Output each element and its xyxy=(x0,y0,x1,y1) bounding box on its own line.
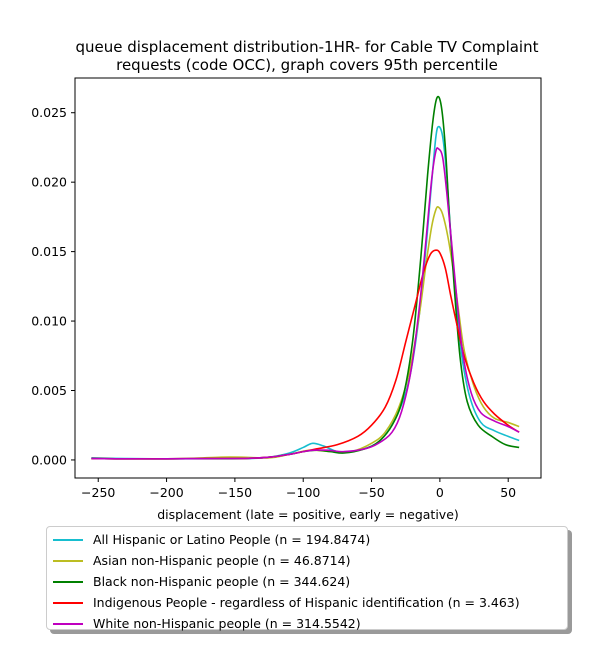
x-tick-label: −50 xyxy=(358,485,384,500)
legend-label: Indigenous People - regardless of Hispan… xyxy=(93,595,520,610)
x-tick-label: −100 xyxy=(286,485,320,500)
y-axis: 0.000 0.005 0.010 0.015 0.020 0.025 xyxy=(31,105,75,467)
x-tick-label: −200 xyxy=(149,485,183,500)
legend-label: All Hispanic or Latino People (n = 194.8… xyxy=(93,532,371,547)
x-tick-label: 0 xyxy=(436,485,444,500)
legend-entry: Indigenous People - regardless of Hispan… xyxy=(51,592,567,613)
x-tick-label: 50 xyxy=(500,485,516,500)
y-tick-label: 0.025 xyxy=(31,105,67,120)
legend-swatch xyxy=(53,538,83,541)
legend-entry: White non-Hispanic people (n = 314.5542) xyxy=(51,613,567,634)
y-tick-label: 0.020 xyxy=(31,175,67,190)
y-tick-label: 0.000 xyxy=(31,452,67,467)
legend-swatch xyxy=(53,601,83,604)
legend-label: Black non-Hispanic people (n = 344.624) xyxy=(93,574,351,589)
x-tick-label: −250 xyxy=(81,485,115,500)
y-tick-label: 0.010 xyxy=(31,314,67,329)
x-axis-label: displacement (late = positive, early = n… xyxy=(157,507,459,522)
legend-swatch xyxy=(53,580,83,583)
chart-title-line-2: requests (code OCC), graph covers 95th p… xyxy=(116,56,498,74)
y-tick-label: 0.005 xyxy=(31,383,67,398)
series-layer xyxy=(91,95,520,460)
legend-swatch xyxy=(53,559,83,562)
y-tick-label: 0.015 xyxy=(31,244,67,259)
legend-entry: Black non-Hispanic people (n = 344.624) xyxy=(51,571,567,592)
series-line-2 xyxy=(91,206,520,460)
legend-entry: Asian non-Hispanic people (n = 46.8714) xyxy=(51,550,567,571)
plot-frame xyxy=(74,77,542,479)
x-tick-label: −150 xyxy=(218,485,252,500)
x-axis: −250 −200 −150 −100 −50 0 50 xyxy=(81,478,516,500)
legend-label: White non-Hispanic people (n = 314.5542) xyxy=(93,616,361,631)
legend-entry: All Hispanic or Latino People (n = 194.8… xyxy=(51,529,567,550)
chart-title-line-1: queue displacement distribution-1HR- for… xyxy=(76,38,539,56)
legend: All Hispanic or Latino People (n = 194.8… xyxy=(46,526,568,631)
legend-swatch xyxy=(53,622,83,625)
series-line-5 xyxy=(91,147,520,460)
legend-label: Asian non-Hispanic people (n = 46.8714) xyxy=(93,553,351,568)
